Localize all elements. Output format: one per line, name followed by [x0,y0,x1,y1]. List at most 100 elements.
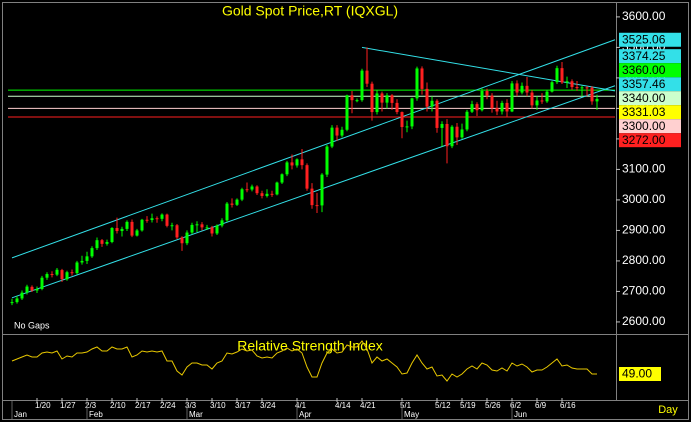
candle-body [285,162,289,175]
x-tick-label: 3/17 [235,401,251,410]
candle-body [510,83,514,112]
x-tick-label: 3/3 [185,401,197,410]
candle-body [575,87,579,89]
candle-body [590,87,594,102]
candle-body [25,286,29,293]
x-tick-label: 5/1 [400,401,412,410]
candle-body [170,225,174,227]
y-tick-label: 3000.00 [622,192,666,206]
candle-body [35,288,39,291]
candle-body [190,224,194,233]
value-tag-label: 3300.00 [622,119,666,133]
candle-body [540,100,544,102]
candle-body [85,256,89,261]
candle-body [570,81,574,88]
value-tag-label: 3340.00 [622,91,666,105]
chart-title: Gold Spot Price,RT (IQXGL) [222,3,398,19]
candle-body [350,95,354,101]
candle-body [385,95,389,103]
candle-body [550,82,554,92]
value-tag [619,77,681,92]
value-tag [619,119,681,134]
candle-body [60,270,64,280]
x-tick-label: 5/26 [485,401,501,410]
candle-body [505,102,509,112]
trendline [11,39,616,259]
x-tick-label: 2/10 [110,401,126,410]
x-tick-label: 3/24 [260,401,276,410]
candle-body [360,70,364,101]
candle-body [310,188,314,206]
candle-body [535,100,539,106]
candle-body [530,92,534,106]
note: No Gaps [14,320,50,330]
value-tag-label: 3331.03 [622,105,666,119]
candle-body [390,95,394,103]
x-tick-label: 6/16 [560,401,576,410]
value-tag [619,133,681,148]
candle-body [275,182,279,195]
candle-body [490,95,494,109]
candle-body [220,220,224,226]
candle-body [410,98,414,127]
candle-body [595,98,599,102]
candle-body [450,126,454,147]
x-tick-label: 2/3 [85,401,97,410]
candle-body [140,219,144,231]
candle-body [430,100,434,107]
candle-body [555,68,559,83]
candle-body [185,232,189,244]
candle-body [20,292,24,299]
value-tag-label: 3360.00 [622,63,666,77]
candle-body [110,227,114,243]
value-tag-label: 3374.25 [622,49,666,63]
candle-body [395,102,399,113]
value-tag-label: 3272.00 [622,133,666,147]
x-axis-label: Day [658,404,678,416]
candle-body [480,91,484,111]
candle-body [265,193,269,196]
candle-body [195,224,199,226]
candle-body [455,126,459,138]
x-tick-label: 1/20 [35,401,51,410]
candle-body [210,227,214,234]
candle-body [205,227,209,229]
candle-body [130,221,134,236]
y-tick-label: 3600.00 [622,9,666,23]
y-tick-label: 3100.00 [622,162,666,176]
candle-body [375,93,379,113]
x-tick-label: 4/1 [295,401,307,410]
candle-body [250,186,254,190]
value-tag-label: 3357.46 [622,77,666,91]
candle-body [405,126,409,128]
candle-body [340,129,344,136]
candle-body [445,123,449,147]
candle-body [565,81,569,83]
candle-body [520,85,524,93]
candle-body [175,225,179,238]
x-tick-label: 3/10 [210,401,226,410]
candle-body [260,193,264,196]
candle-body [70,272,74,274]
candle-body [335,127,339,136]
candle-body [240,189,244,200]
candle-body [135,230,139,236]
value-tag [619,91,681,106]
candle-body [325,146,329,175]
x-tick-label: 6/9 [535,401,547,410]
value-tag-label: 49.00 [622,367,652,381]
month-label: Jan [14,410,27,419]
y-tick-label: 2800.00 [622,253,666,267]
month-label: Feb [89,410,103,419]
candle-body [95,240,99,249]
candle-body [40,277,44,289]
candle-body [365,70,369,84]
candle-body [315,205,319,207]
value-tag [619,63,681,78]
x-tick-label: 4/14 [335,401,351,410]
candle-body [300,159,304,166]
candle-body [500,102,504,112]
